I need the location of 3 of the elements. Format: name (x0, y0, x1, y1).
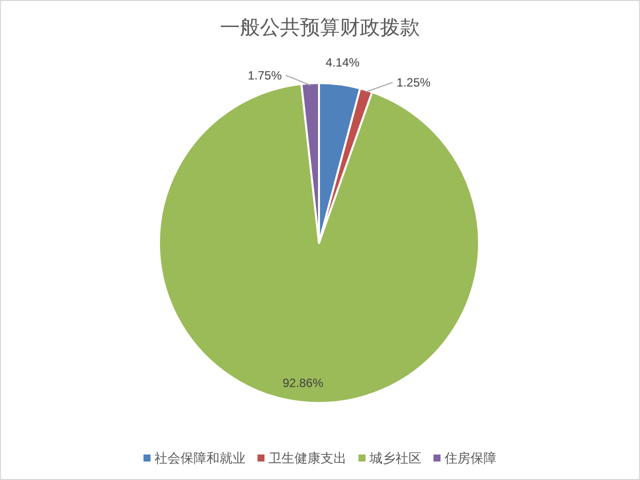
title: 一般公共预算财政拨款 (220, 17, 420, 39)
legend-label: 城乡社区 (368, 450, 422, 466)
legend-label: 住房保障 (444, 450, 496, 466)
